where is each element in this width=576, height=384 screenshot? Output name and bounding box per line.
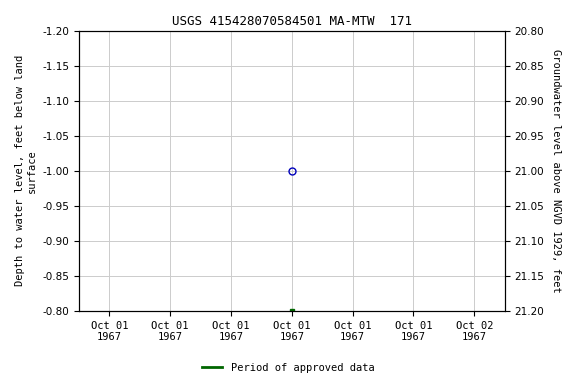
Legend: Period of approved data: Period of approved data [198,359,378,377]
Y-axis label: Depth to water level, feet below land
surface: Depth to water level, feet below land su… [15,55,37,286]
Title: USGS 415428070584501 MA-MTW  171: USGS 415428070584501 MA-MTW 171 [172,15,412,28]
Y-axis label: Groundwater level above NGVD 1929, feet: Groundwater level above NGVD 1929, feet [551,49,561,293]
